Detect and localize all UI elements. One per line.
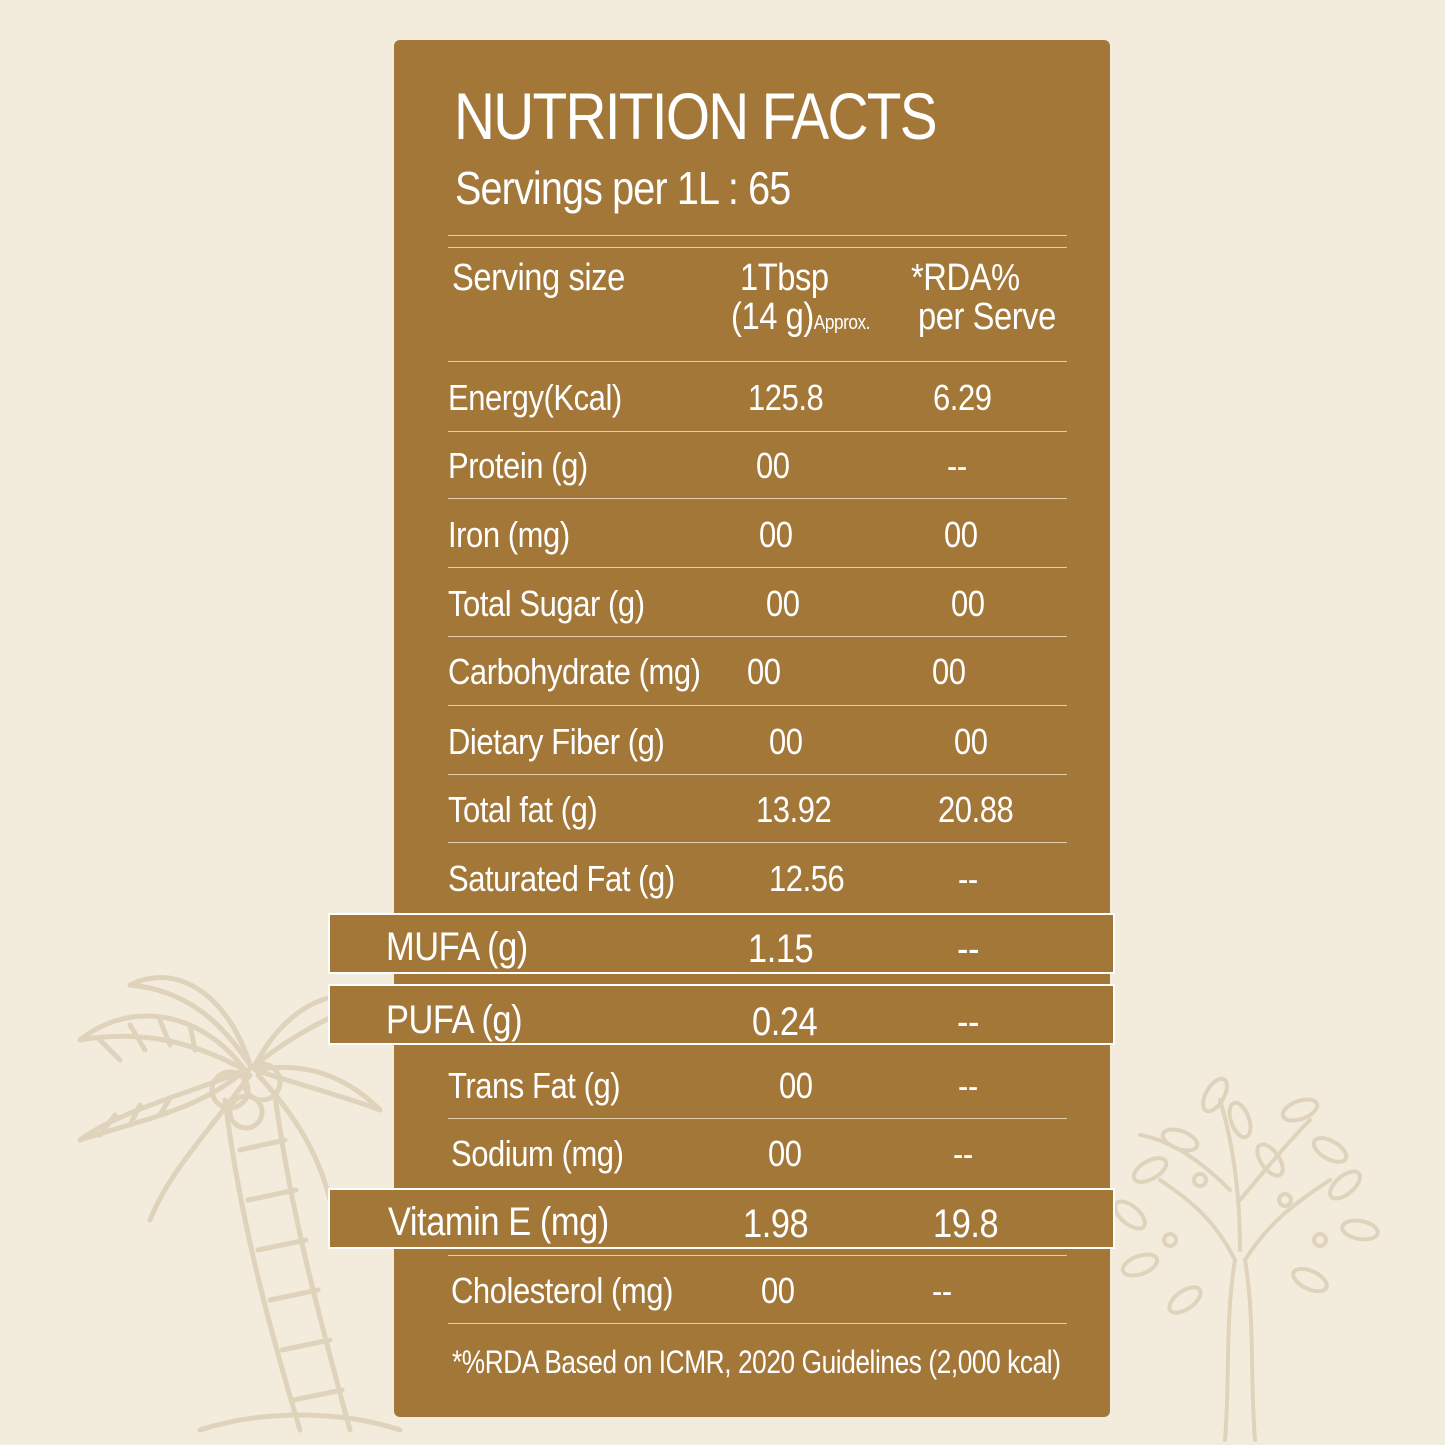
row-label: Total fat (g)	[448, 789, 598, 830]
highlight-row-mufa: MUFA (g) 1.15 --	[328, 913, 1115, 974]
divider	[448, 636, 1067, 637]
serving-amount-grams: (14 g)	[731, 296, 814, 338]
divider	[448, 774, 1067, 775]
divider	[448, 1255, 1067, 1256]
row-rda: --	[957, 927, 980, 971]
row-rda: 00	[932, 651, 966, 692]
row-value: 00	[761, 1270, 795, 1311]
row-value: 00	[747, 651, 781, 692]
serving-size-label: Serving size	[452, 257, 625, 299]
row-label: Dietary Fiber (g)	[448, 721, 665, 762]
row-label: Cholesterol (mg)	[451, 1270, 673, 1311]
divider	[448, 1118, 1067, 1119]
row-value: 00	[769, 721, 803, 762]
approx-label: Approx.	[813, 312, 871, 334]
row-value: 12.56	[769, 858, 845, 899]
row-label: Iron (mg)	[448, 514, 570, 555]
row-value: 0.24	[752, 1000, 818, 1044]
olive-tree-illustration	[1113, 1076, 1380, 1442]
row-label: Protein (g)	[448, 445, 588, 486]
row-value: 125.8	[748, 377, 824, 418]
highlight-row-pufa: PUFA (g) 0.24 --	[328, 984, 1115, 1045]
row-rda: --	[957, 1000, 980, 1044]
row-rda: 00	[944, 514, 978, 555]
serving-amount-line2: (14 g)Approx.	[731, 296, 871, 343]
rda-header-line1: *RDA%	[911, 257, 1020, 299]
row-rda: 00	[951, 583, 985, 624]
row-label: Sodium (mg)	[451, 1133, 624, 1174]
row-label: Vitamin E (mg)	[388, 1200, 609, 1244]
servings-per-litre: Servings per 1L : 65	[455, 162, 791, 214]
row-label: PUFA (g)	[386, 998, 523, 1042]
highlight-row-vitamin-e: Vitamin E (mg) 1.98 19.8	[328, 1188, 1115, 1249]
nutrition-panel	[394, 40, 1110, 1417]
row-rda: 20.88	[938, 789, 1014, 830]
row-rda: --	[932, 1270, 952, 1311]
row-rda: --	[953, 1133, 973, 1174]
row-value: 00	[779, 1065, 813, 1106]
row-rda: --	[958, 858, 978, 899]
divider	[448, 247, 1067, 248]
row-label: Total Sugar (g)	[448, 583, 645, 624]
row-rda: 19.8	[933, 1202, 999, 1246]
divider	[448, 705, 1067, 706]
row-value: 00	[756, 445, 790, 486]
coconut-palm-illustration	[77, 974, 403, 1433]
row-rda: 6.29	[933, 377, 992, 418]
page-title: NUTRITION FACTS	[454, 79, 938, 153]
divider	[448, 431, 1067, 432]
serving-amount-line1: 1Tbsp	[740, 257, 829, 299]
divider	[448, 1323, 1067, 1324]
divider	[448, 842, 1067, 843]
row-label: MUFA (g)	[386, 925, 528, 969]
row-value: 13.92	[756, 789, 832, 830]
row-value: 00	[768, 1133, 802, 1174]
row-label: Energy(Kcal)	[448, 377, 622, 418]
divider	[448, 567, 1067, 568]
row-label: Trans Fat (g)	[448, 1065, 621, 1106]
divider	[448, 361, 1067, 362]
row-rda: --	[947, 445, 967, 486]
rda-header-line2: per Serve	[918, 296, 1056, 338]
divider	[448, 498, 1067, 499]
row-value: 1.15	[748, 927, 814, 971]
row-value: 00	[759, 514, 793, 555]
row-rda: 00	[954, 721, 988, 762]
divider	[448, 235, 1067, 236]
row-value: 00	[766, 583, 800, 624]
row-label: Carbohydrate (mg)	[448, 651, 701, 692]
row-value: 1.98	[743, 1202, 809, 1246]
row-label: Saturated Fat (g)	[448, 858, 675, 899]
row-rda: --	[958, 1065, 978, 1106]
rda-footnote: *%RDA Based on ICMR, 2020 Guidelines (2,…	[452, 1344, 1061, 1380]
